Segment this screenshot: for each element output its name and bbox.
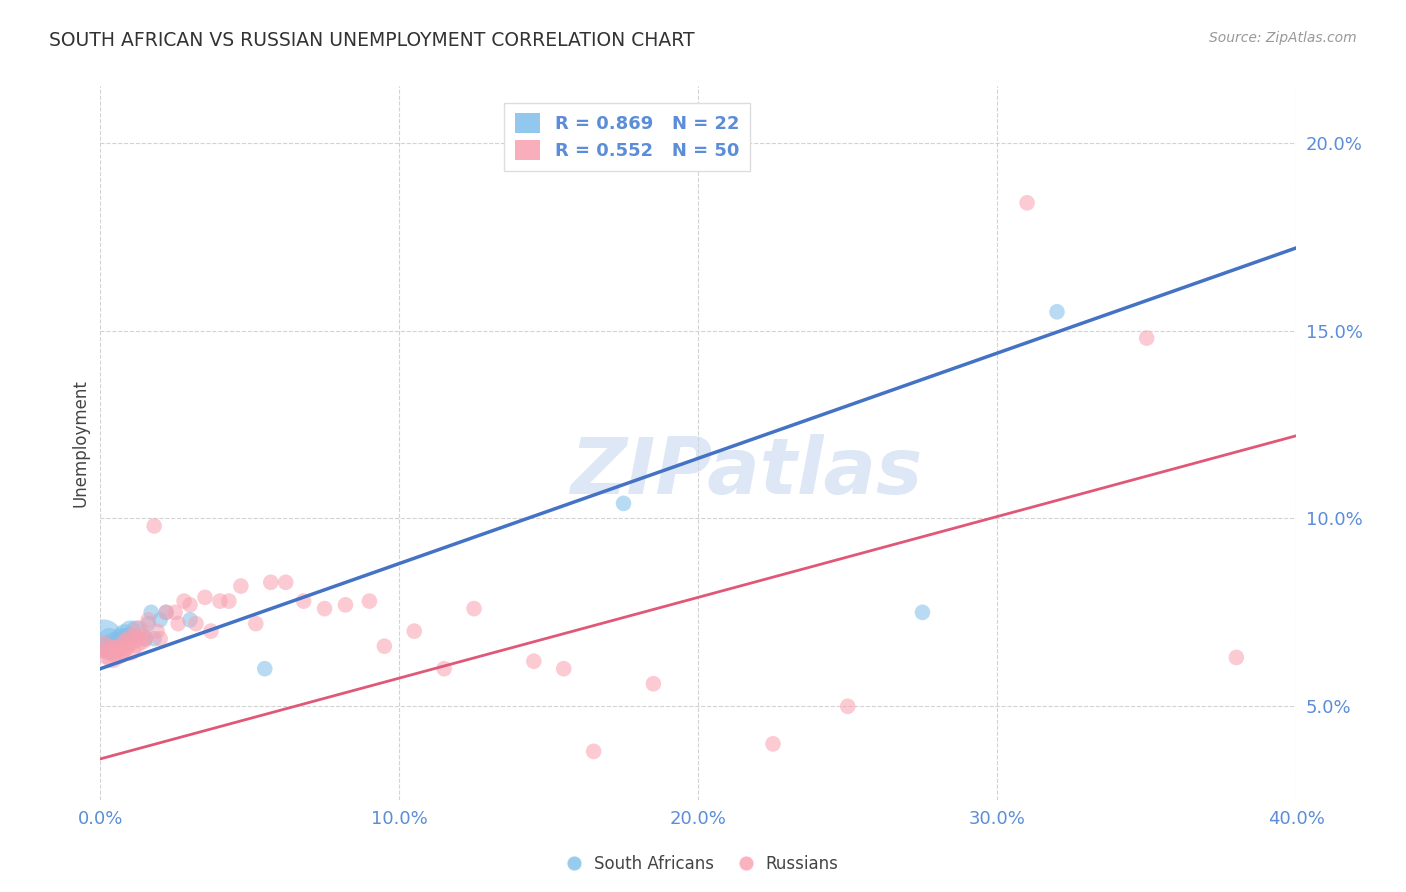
Ellipse shape bbox=[152, 631, 167, 647]
Ellipse shape bbox=[257, 661, 273, 676]
Y-axis label: Unemployment: Unemployment bbox=[72, 379, 89, 508]
Ellipse shape bbox=[765, 736, 780, 752]
Ellipse shape bbox=[146, 518, 162, 533]
Ellipse shape bbox=[98, 640, 120, 661]
Ellipse shape bbox=[141, 615, 156, 632]
Ellipse shape bbox=[107, 635, 129, 657]
Ellipse shape bbox=[125, 632, 148, 653]
Ellipse shape bbox=[212, 593, 228, 609]
Ellipse shape bbox=[122, 628, 143, 649]
Ellipse shape bbox=[278, 574, 294, 591]
Text: ZIPatlas: ZIPatlas bbox=[569, 434, 922, 510]
Ellipse shape bbox=[188, 615, 204, 632]
Ellipse shape bbox=[839, 698, 855, 714]
Ellipse shape bbox=[159, 605, 174, 620]
Ellipse shape bbox=[183, 612, 198, 628]
Ellipse shape bbox=[170, 615, 186, 632]
Ellipse shape bbox=[586, 744, 602, 759]
Ellipse shape bbox=[159, 605, 174, 620]
Text: Source: ZipAtlas.com: Source: ZipAtlas.com bbox=[1209, 31, 1357, 45]
Ellipse shape bbox=[120, 621, 141, 642]
Ellipse shape bbox=[467, 600, 482, 616]
Ellipse shape bbox=[197, 590, 212, 605]
Ellipse shape bbox=[233, 578, 249, 594]
Ellipse shape bbox=[167, 605, 183, 620]
Ellipse shape bbox=[111, 628, 132, 649]
Ellipse shape bbox=[93, 635, 114, 657]
Ellipse shape bbox=[361, 593, 377, 609]
Ellipse shape bbox=[1229, 649, 1244, 665]
Ellipse shape bbox=[101, 640, 124, 661]
Ellipse shape bbox=[138, 631, 153, 647]
Ellipse shape bbox=[114, 624, 135, 646]
Ellipse shape bbox=[247, 615, 263, 632]
Ellipse shape bbox=[1049, 304, 1064, 319]
Ellipse shape bbox=[149, 624, 165, 639]
Ellipse shape bbox=[107, 643, 129, 665]
Ellipse shape bbox=[337, 597, 353, 613]
Ellipse shape bbox=[138, 631, 153, 647]
Ellipse shape bbox=[131, 628, 153, 649]
Ellipse shape bbox=[316, 600, 332, 616]
Ellipse shape bbox=[645, 676, 661, 691]
Ellipse shape bbox=[143, 605, 159, 620]
Ellipse shape bbox=[406, 624, 422, 639]
Ellipse shape bbox=[104, 632, 127, 653]
Ellipse shape bbox=[141, 612, 156, 628]
Ellipse shape bbox=[98, 628, 120, 649]
Text: SOUTH AFRICAN VS RUSSIAN UNEMPLOYMENT CORRELATION CHART: SOUTH AFRICAN VS RUSSIAN UNEMPLOYMENT CO… bbox=[49, 31, 695, 50]
Ellipse shape bbox=[117, 632, 138, 653]
Ellipse shape bbox=[152, 612, 167, 628]
Ellipse shape bbox=[1019, 195, 1035, 211]
Ellipse shape bbox=[84, 619, 122, 658]
Ellipse shape bbox=[128, 621, 150, 642]
Legend: R = 0.869   N = 22, R = 0.552   N = 50: R = 0.869 N = 22, R = 0.552 N = 50 bbox=[503, 103, 749, 171]
Ellipse shape bbox=[96, 635, 117, 657]
Ellipse shape bbox=[555, 661, 571, 676]
Ellipse shape bbox=[183, 597, 198, 613]
Ellipse shape bbox=[377, 639, 392, 654]
Ellipse shape bbox=[120, 640, 141, 661]
Ellipse shape bbox=[436, 661, 451, 676]
Ellipse shape bbox=[204, 624, 219, 639]
Ellipse shape bbox=[111, 640, 132, 661]
Ellipse shape bbox=[96, 643, 117, 665]
Ellipse shape bbox=[114, 635, 135, 657]
Ellipse shape bbox=[526, 653, 541, 669]
Ellipse shape bbox=[176, 593, 191, 609]
Ellipse shape bbox=[263, 574, 278, 591]
Ellipse shape bbox=[125, 621, 148, 642]
Ellipse shape bbox=[104, 640, 127, 661]
Ellipse shape bbox=[146, 631, 162, 647]
Legend: South Africans, Russians: South Africans, Russians bbox=[561, 848, 845, 880]
Ellipse shape bbox=[616, 496, 631, 511]
Ellipse shape bbox=[1139, 330, 1154, 346]
Ellipse shape bbox=[221, 593, 236, 609]
Ellipse shape bbox=[915, 605, 931, 620]
Ellipse shape bbox=[295, 593, 311, 609]
Ellipse shape bbox=[101, 647, 124, 668]
Ellipse shape bbox=[117, 628, 138, 649]
